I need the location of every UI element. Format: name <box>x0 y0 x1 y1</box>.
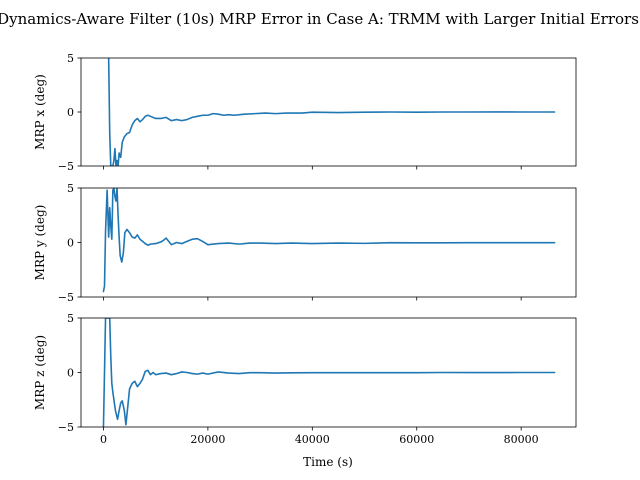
y-axis-label-x: MRP x (deg) <box>33 74 47 150</box>
subplot-x: −5 0 5 MRP x (deg) <box>33 52 577 173</box>
y-tick-label-y-1: 0 <box>67 237 74 250</box>
x-axis-label: Time (s) <box>303 455 353 469</box>
x-tick-label-2: 40000 <box>295 433 330 446</box>
y-axis-label-z: MRP z (deg) <box>33 335 47 410</box>
y-axis-label-y: MRP y (deg) <box>33 205 47 281</box>
y-tick-label-y-0: −5 <box>58 291 74 304</box>
y-tick-label-z-1: 0 <box>67 367 74 380</box>
y-tick-label-x-1: 0 <box>67 106 74 119</box>
x-tick-label-3: 60000 <box>399 433 434 446</box>
x-tick-label-4: 80000 <box>504 433 539 446</box>
x-tick-label-0: 0 <box>100 433 107 446</box>
y-tick-label-y-2: 5 <box>67 182 74 195</box>
subplot-panels: −5 0 5 MRP x (deg) −5 0 5 MRP y (deg) 0 20000 4000… <box>33 52 577 446</box>
y-tick-label-x-2: 5 <box>67 52 74 65</box>
series-line-y <box>102 188 556 293</box>
y-tick-label-z-2: 5 <box>67 312 74 325</box>
x-tick-label-1: 20000 <box>190 433 225 446</box>
series-line-z <box>102 318 556 427</box>
chart-title: Dynamics-Aware Filter (10s) MRP Error in… <box>0 10 639 28</box>
series-line-x <box>107 58 556 166</box>
subplot-y: −5 0 5 MRP y (deg) <box>33 182 577 304</box>
y-tick-label-x-0: −5 <box>58 160 74 173</box>
subplot-z: 0 20000 40000 60000 80000 −5 0 5 MRP z (deg) <box>33 312 577 446</box>
y-tick-label-z-0: −5 <box>58 421 74 434</box>
